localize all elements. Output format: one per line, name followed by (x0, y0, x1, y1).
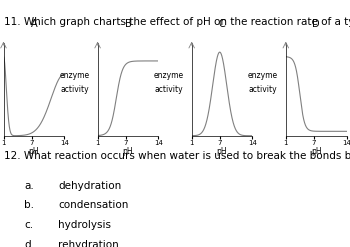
Text: activity: activity (248, 85, 277, 94)
Text: enzyme: enzyme (60, 71, 90, 80)
Text: rehydration: rehydration (58, 240, 119, 247)
Text: d.: d. (24, 240, 34, 247)
Text: A: A (30, 20, 37, 29)
Text: hydrolysis: hydrolysis (58, 220, 111, 230)
Text: C: C (219, 20, 225, 29)
Text: dehydration: dehydration (58, 181, 122, 191)
Text: a.: a. (24, 181, 34, 191)
Text: c.: c. (24, 220, 33, 230)
Text: activity: activity (154, 85, 183, 94)
X-axis label: pH: pH (122, 147, 133, 156)
Text: activity: activity (60, 85, 89, 94)
Text: b.: b. (24, 201, 34, 210)
X-axis label: pH: pH (311, 147, 321, 156)
Text: enzyme: enzyme (248, 71, 278, 80)
X-axis label: pH: pH (217, 147, 228, 156)
Text: D: D (312, 20, 320, 29)
Text: B: B (125, 20, 131, 29)
Text: condensation: condensation (58, 201, 129, 210)
X-axis label: pH: pH (29, 147, 39, 156)
Text: enzyme: enzyme (154, 71, 184, 80)
Text: 11. Which graph charts the effect of pH on the reaction rate of a typical enzyme: 11. Which graph charts the effect of pH … (4, 17, 350, 27)
Text: 12. What reaction occurs when water is used to break the bonds between two compo: 12. What reaction occurs when water is u… (4, 151, 350, 161)
